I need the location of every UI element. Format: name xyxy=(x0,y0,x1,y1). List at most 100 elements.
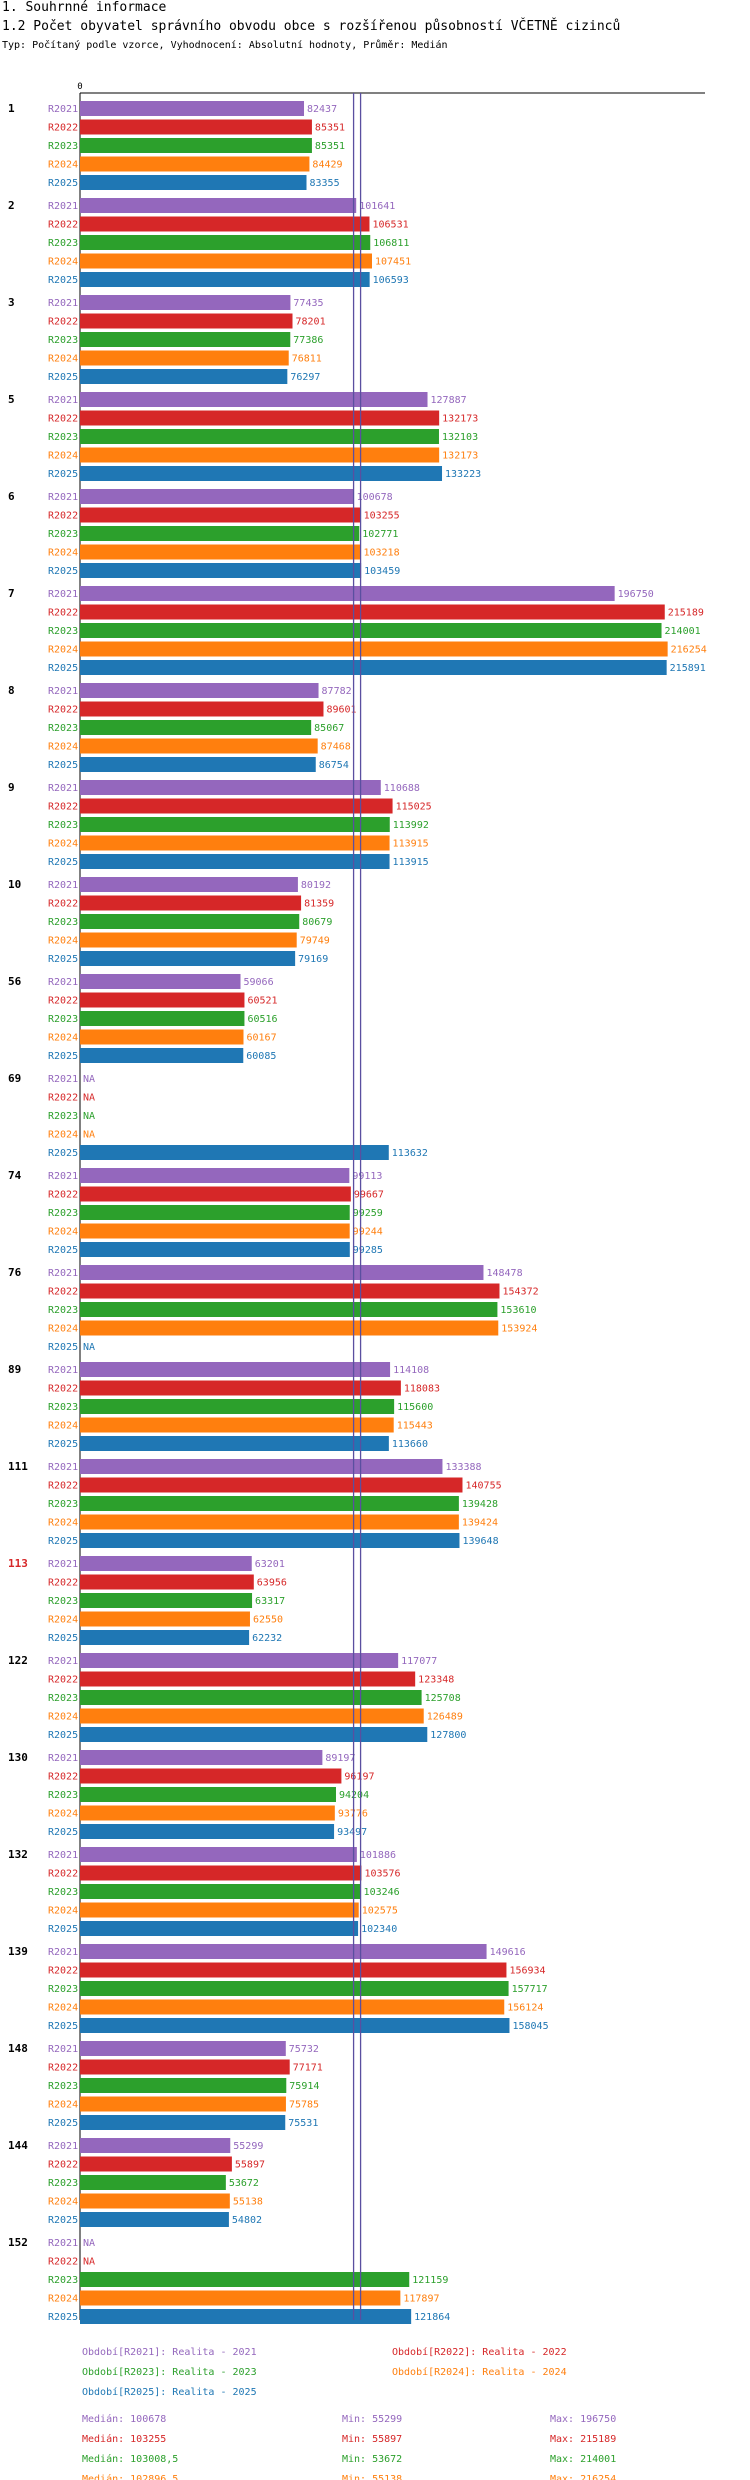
series-label-R2023: R2023 xyxy=(48,2275,78,2286)
stat-median-R2021: Medián: 100678 xyxy=(82,2413,166,2425)
bar-value-label: 60085 xyxy=(246,1051,276,1062)
bar-value-label: 101886 xyxy=(360,1850,396,1861)
bar-value-label: 103459 xyxy=(364,566,400,577)
bar-value-label: 84429 xyxy=(312,160,342,171)
bar-74-R2024 xyxy=(80,1223,350,1239)
series-label-R2023: R2023 xyxy=(48,1208,78,1219)
bar-122-R2023 xyxy=(80,1690,422,1705)
bar-152-R2025 xyxy=(80,2309,412,2324)
series-label-R2024: R2024 xyxy=(48,257,78,268)
series-label-R2024: R2024 xyxy=(48,1421,78,1432)
series-label-R2021: R2021 xyxy=(48,589,78,600)
stat-median-R2023: Medián: 103008,5 xyxy=(82,2453,178,2465)
bar-value-label: 102771 xyxy=(362,529,398,540)
bar-value-label: 115025 xyxy=(396,802,432,813)
series-label-R2023: R2023 xyxy=(48,917,78,928)
bar-132-R2024 xyxy=(80,1902,359,1918)
series-label-R2025: R2025 xyxy=(48,2312,78,2323)
bar-value-label: 107451 xyxy=(375,257,411,268)
bar-value-label: 83355 xyxy=(310,178,340,189)
bar-5-R2023 xyxy=(80,429,439,444)
series-label-R2025: R2025 xyxy=(48,1536,78,1547)
series-label-R2022: R2022 xyxy=(48,1384,78,1395)
bar-7-R2023 xyxy=(80,623,662,638)
bar-3-R2023 xyxy=(80,332,291,347)
bar-144-R2024 xyxy=(80,2193,230,2209)
legend-item-R2021: Období[R2021]: Realita - 2021 xyxy=(82,2346,257,2358)
bar-value-label: 114108 xyxy=(393,1365,429,1376)
bar-value-label: 62550 xyxy=(253,1615,283,1626)
series-label-R2024: R2024 xyxy=(48,1809,78,1820)
series-label-R2025: R2025 xyxy=(48,1342,78,1353)
bar-6-R2021 xyxy=(80,489,354,504)
bar-value-label: NA xyxy=(83,2257,95,2268)
bar-value-label: 140755 xyxy=(465,1481,501,1492)
category-label-130: 130 xyxy=(8,1751,28,1764)
series-label-R2021: R2021 xyxy=(48,977,78,988)
series-label-R2021: R2021 xyxy=(48,1268,78,1279)
bar-10-R2024 xyxy=(80,932,297,948)
bar-value-label: 63317 xyxy=(255,1596,285,1607)
bar-9-R2023 xyxy=(80,817,390,832)
bar-8-R2023 xyxy=(80,720,312,735)
bar-value-label: 154372 xyxy=(502,1287,538,1298)
bar-76-R2023 xyxy=(80,1302,498,1317)
bar-1-R2025 xyxy=(80,175,307,190)
series-label-R2023: R2023 xyxy=(48,1305,78,1316)
series-label-R2022: R2022 xyxy=(48,1093,78,1104)
bar-value-label: 132173 xyxy=(442,414,478,425)
series-label-R2024: R2024 xyxy=(48,1712,78,1723)
series-label-R2022: R2022 xyxy=(48,1287,78,1298)
bar-value-label: 62232 xyxy=(252,1633,282,1644)
bar-113-R2024 xyxy=(80,1611,250,1627)
category-label-132: 132 xyxy=(8,1848,28,1861)
bar-122-R2024 xyxy=(80,1708,424,1724)
bar-76-R2022 xyxy=(80,1283,500,1299)
bar-132-R2021 xyxy=(80,1847,357,1862)
bar-value-label: 99113 xyxy=(352,1171,382,1182)
bar-value-label: 75531 xyxy=(288,2118,318,2129)
series-label-R2023: R2023 xyxy=(48,238,78,249)
bar-value-label: 102340 xyxy=(361,1924,397,1935)
bar-value-label: 60516 xyxy=(247,1014,277,1025)
bar-122-R2022 xyxy=(80,1671,416,1687)
bar-111-R2022 xyxy=(80,1477,463,1493)
series-label-R2023: R2023 xyxy=(48,1693,78,1704)
bar-8-R2022 xyxy=(80,701,324,717)
bar-value-label: 60167 xyxy=(246,1033,276,1044)
bar-value-label: 102575 xyxy=(362,1906,398,1917)
series-label-R2021: R2021 xyxy=(48,1171,78,1182)
series-label-R2022: R2022 xyxy=(48,2063,78,2074)
bar-value-label: NA xyxy=(83,1130,95,1141)
bar-152-R2024 xyxy=(80,2290,401,2306)
bar-value-label: 101641 xyxy=(359,201,395,212)
bar-value-label: 123348 xyxy=(418,1675,454,1686)
bar-value-label: 93776 xyxy=(338,1809,368,1820)
series-label-R2024: R2024 xyxy=(48,645,78,656)
bar-value-label: NA xyxy=(83,1074,95,1085)
series-label-R2021: R2021 xyxy=(48,1753,78,1764)
category-label-122: 122 xyxy=(8,1654,28,1667)
stat-max-R2024: Max: 216254 xyxy=(550,2474,616,2480)
bar-value-label: 127800 xyxy=(430,1730,466,1741)
category-label-139: 139 xyxy=(8,1945,28,1958)
bar-5-R2021 xyxy=(80,392,428,407)
series-label-R2021: R2021 xyxy=(48,686,78,697)
bar-139-R2025 xyxy=(80,2018,510,2033)
bar-value-label: 55299 xyxy=(233,2141,263,2152)
bar-132-R2025 xyxy=(80,1921,359,1936)
bar-value-label: 99285 xyxy=(353,1245,383,1256)
bar-value-label: 99667 xyxy=(354,1190,384,1201)
bar-1-R2021 xyxy=(80,101,305,116)
bar-value-label: 117077 xyxy=(401,1656,437,1667)
bar-148-R2025 xyxy=(80,2115,286,2130)
series-label-R2025: R2025 xyxy=(48,1245,78,1256)
bar-76-R2024 xyxy=(80,1320,499,1336)
bar-1-R2022 xyxy=(80,119,312,135)
bar-value-label: 103246 xyxy=(364,1887,400,1898)
category-label-7: 7 xyxy=(8,587,15,600)
series-label-R2021: R2021 xyxy=(48,395,78,406)
series-label-R2021: R2021 xyxy=(48,201,78,212)
series-label-R2022: R2022 xyxy=(48,1869,78,1880)
category-label-74: 74 xyxy=(8,1169,22,1182)
